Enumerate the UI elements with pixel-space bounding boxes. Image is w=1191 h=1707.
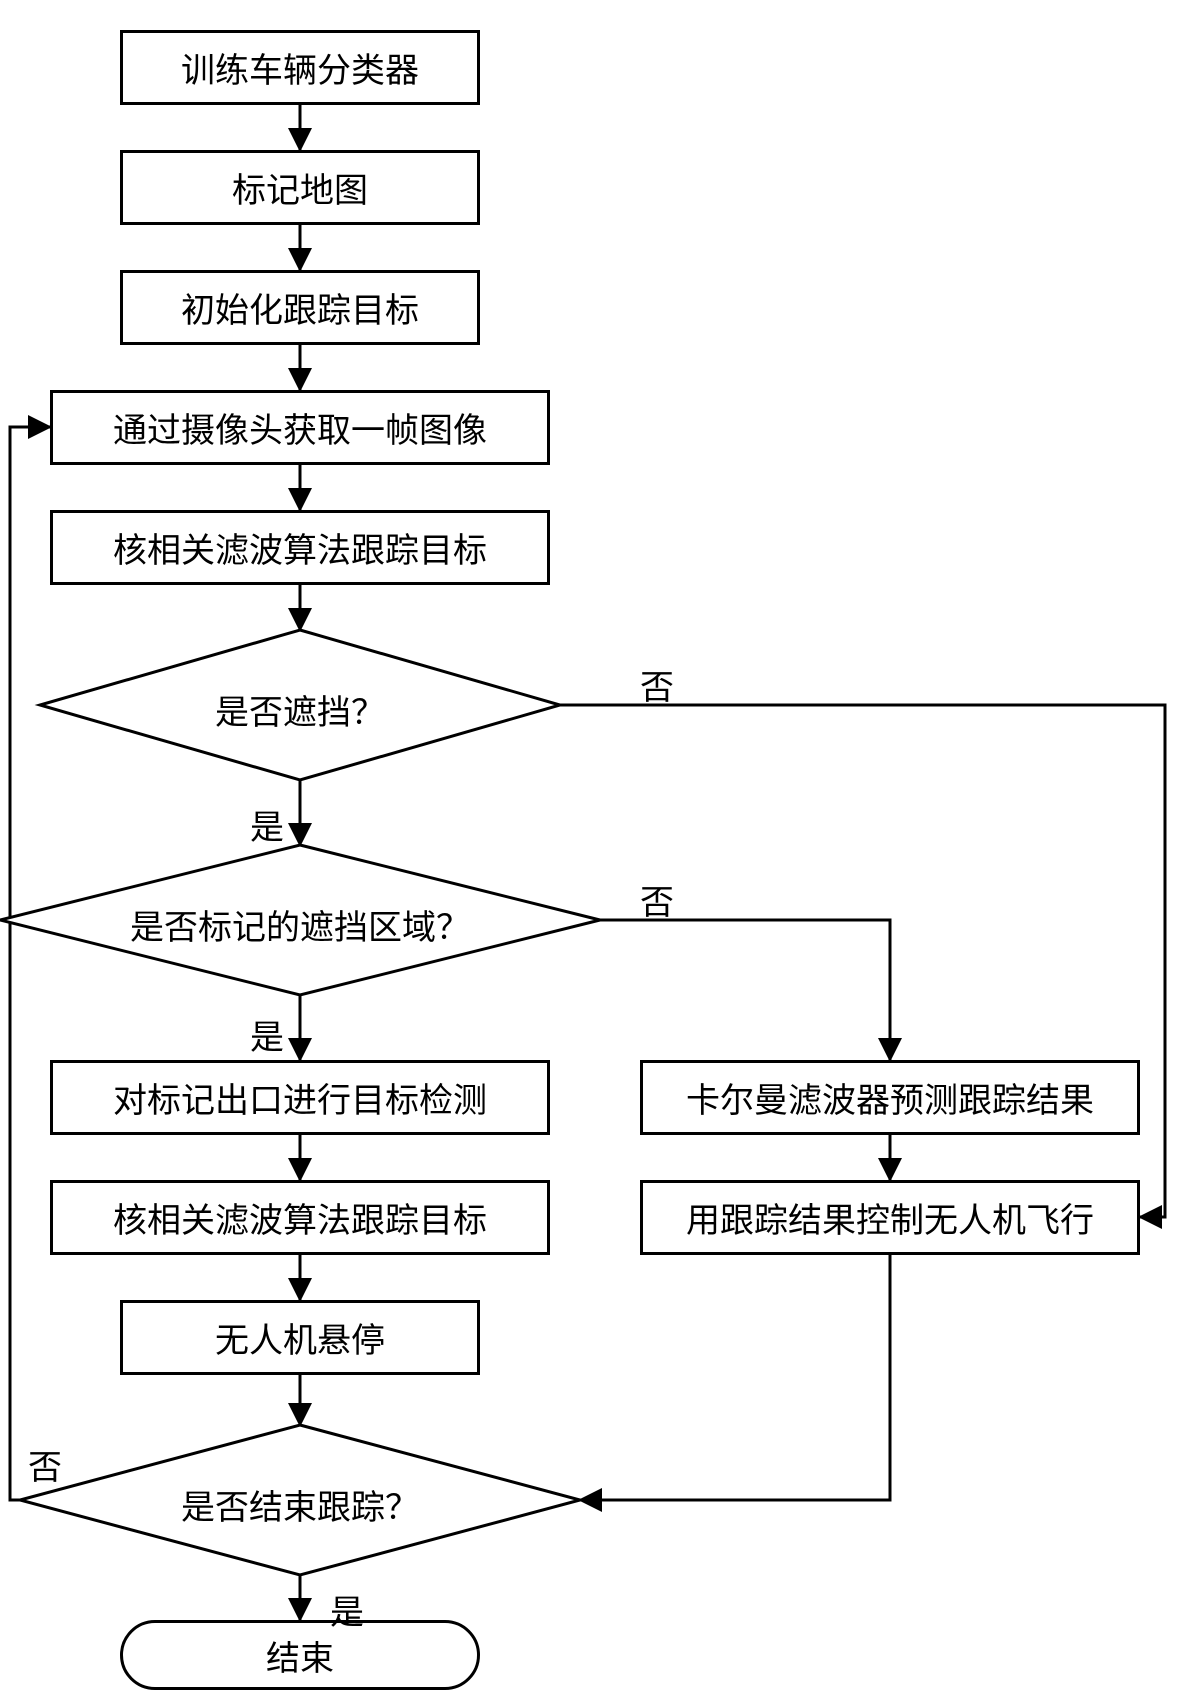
diamond-marked-label: 是否标记的遮挡区域？	[100, 900, 500, 949]
edges-layer	[0, 0, 1191, 1707]
node-mark-map: 标记地图	[120, 150, 480, 225]
node-label: 通过摄像头获取一帧图像	[113, 403, 487, 452]
node-end: 结束	[120, 1620, 480, 1690]
label-occ-no: 否	[640, 660, 674, 709]
node-drone-hover: 无人机悬停	[120, 1300, 480, 1375]
edge-label-text: 否	[640, 669, 674, 707]
label-endq-no: 否	[28, 1440, 62, 1489]
node-label: 是否标记的遮挡区域？	[130, 909, 470, 947]
flowchart-canvas: 训练车辆分类器 标记地图 初始化跟踪目标 通过摄像头获取一帧图像 核相关滤波算法…	[0, 0, 1191, 1707]
node-label: 初始化跟踪目标	[181, 283, 419, 332]
diamond-occluded-label: 是否遮挡？	[150, 685, 450, 734]
node-capture-frame: 通过摄像头获取一帧图像	[50, 390, 550, 465]
node-label: 训练车辆分类器	[181, 43, 419, 92]
node-kcf-track-1: 核相关滤波算法跟踪目标	[50, 510, 550, 585]
edge-label-text: 是	[330, 1594, 364, 1632]
node-label: 标记地图	[232, 163, 368, 212]
label-occ-yes: 是	[250, 800, 284, 849]
node-label: 是否遮挡？	[215, 694, 385, 732]
node-label: 核相关滤波算法跟踪目标	[113, 1193, 487, 1242]
node-train-classifier: 训练车辆分类器	[120, 30, 480, 105]
edge-occ-no-to-fly	[560, 705, 1165, 1217]
node-label: 用跟踪结果控制无人机飞行	[686, 1193, 1094, 1242]
diamond-endq-label: 是否结束跟踪？	[130, 1480, 470, 1529]
edge-label-text: 否	[28, 1449, 62, 1487]
node-label: 卡尔曼滤波器预测跟踪结果	[686, 1073, 1094, 1122]
node-init-target: 初始化跟踪目标	[120, 270, 480, 345]
label-endq-yes: 是	[330, 1585, 364, 1634]
node-detect-exit: 对标记出口进行目标检测	[50, 1060, 550, 1135]
edge-label-text: 否	[640, 884, 674, 922]
node-kalman-predict: 卡尔曼滤波器预测跟踪结果	[640, 1060, 1140, 1135]
edge-label-text: 是	[250, 809, 284, 847]
edge-marked-no-to-kalman	[600, 920, 890, 1060]
node-control-flight: 用跟踪结果控制无人机飞行	[640, 1180, 1140, 1255]
node-label: 无人机悬停	[215, 1313, 385, 1362]
edge-fly-to-endq	[580, 1255, 890, 1500]
node-label: 核相关滤波算法跟踪目标	[113, 523, 487, 572]
label-marked-no: 否	[640, 875, 674, 924]
node-kcf-track-2: 核相关滤波算法跟踪目标	[50, 1180, 550, 1255]
node-label: 结束	[266, 1631, 334, 1680]
edge-endq-no-to-capture	[10, 427, 50, 1500]
label-marked-yes: 是	[250, 1010, 284, 1059]
node-label: 对标记出口进行目标检测	[113, 1073, 487, 1122]
edge-label-text: 是	[250, 1019, 284, 1057]
node-label: 是否结束跟踪？	[181, 1489, 419, 1527]
